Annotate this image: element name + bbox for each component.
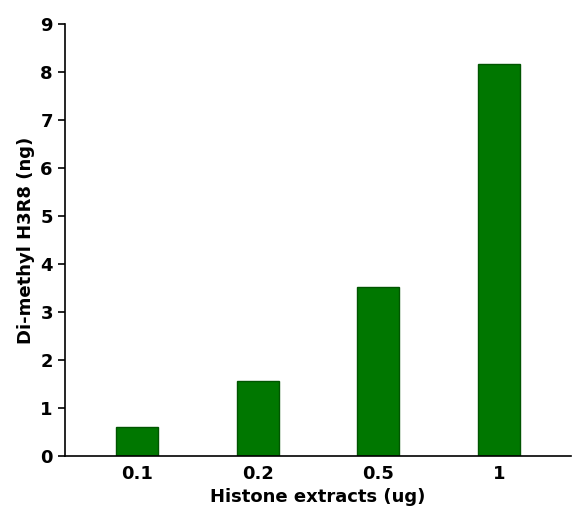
Bar: [478, 64, 520, 457]
Bar: [357, 287, 399, 457]
Y-axis label: Di-methyl H3R8 (ng): Di-methyl H3R8 (ng): [16, 137, 35, 344]
Bar: [236, 381, 279, 457]
Bar: [116, 427, 158, 457]
X-axis label: Histone extracts (ug): Histone extracts (ug): [211, 488, 426, 506]
